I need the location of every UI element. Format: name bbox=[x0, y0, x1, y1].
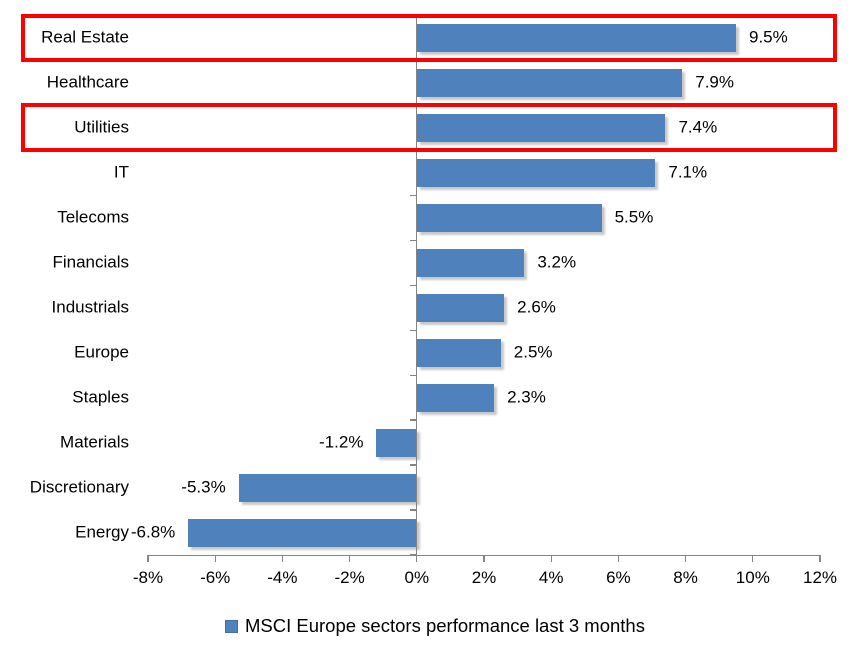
y-axis-tick bbox=[410, 374, 417, 376]
x-axis-tick bbox=[348, 555, 351, 562]
x-tick-label: 0% bbox=[404, 568, 430, 587]
bar-it bbox=[416, 158, 656, 187]
x-tick-label: -4% bbox=[267, 568, 298, 587]
bar-industrials bbox=[416, 293, 505, 322]
bar-materials bbox=[376, 428, 417, 457]
category-label: Discretionary bbox=[29, 477, 129, 497]
y-axis-tick bbox=[410, 554, 417, 556]
category-label: Europe bbox=[74, 342, 129, 362]
x-tick-label: -8% bbox=[132, 568, 164, 587]
x-tick-label: 2% bbox=[471, 568, 497, 587]
value-label: -6.8% bbox=[130, 522, 176, 542]
bar-telecoms bbox=[416, 203, 602, 232]
category-label: Energy bbox=[75, 522, 129, 542]
legend-label: MSCI Europe sectors performance last 3 m… bbox=[245, 615, 645, 636]
x-axis-tick bbox=[214, 555, 216, 562]
bar-staples bbox=[416, 383, 495, 412]
value-label: -5.3% bbox=[181, 477, 226, 497]
value-label: 9.5% bbox=[749, 27, 788, 47]
x-tick-label: 8% bbox=[673, 568, 698, 587]
legend: MSCI Europe sectors performance last 3 m… bbox=[225, 615, 645, 637]
value-label: 2.5% bbox=[513, 342, 553, 362]
x-axis-tick bbox=[147, 555, 149, 562]
x-tick-label: 4% bbox=[538, 568, 564, 587]
x-axis-line bbox=[148, 555, 822, 557]
y-axis-tick bbox=[410, 194, 417, 196]
x-tick-label: 6% bbox=[606, 568, 631, 587]
category-label: Staples bbox=[72, 387, 129, 407]
y-axis-tick bbox=[410, 284, 417, 286]
x-axis-tick bbox=[483, 555, 485, 562]
legend-swatch-icon bbox=[225, 619, 238, 633]
x-axis-tick bbox=[819, 555, 821, 562]
y-axis-tick bbox=[410, 239, 417, 241]
category-label: Utilities bbox=[74, 117, 129, 137]
x-axis-tick bbox=[684, 555, 687, 562]
value-label: 2.6% bbox=[517, 297, 556, 317]
value-label: -1.2% bbox=[319, 432, 364, 452]
bar-real-estate bbox=[416, 23, 736, 52]
x-tick-label: 12% bbox=[802, 568, 838, 587]
bar-europe bbox=[416, 338, 501, 367]
bar-discretionary bbox=[238, 473, 417, 502]
category-label: IT bbox=[113, 162, 129, 182]
x-axis-tick bbox=[617, 555, 620, 562]
highlight-box-utilities bbox=[21, 103, 837, 153]
category-label: Real Estate bbox=[41, 27, 129, 47]
value-label: 5.5% bbox=[614, 207, 654, 227]
y-axis-tick bbox=[410, 419, 417, 421]
bar-healthcare bbox=[416, 68, 683, 97]
x-axis-tick bbox=[281, 555, 284, 562]
value-label: 7.1% bbox=[668, 162, 708, 182]
x-axis-tick bbox=[752, 555, 754, 562]
bar-financials bbox=[416, 248, 525, 277]
bar-energy bbox=[188, 518, 417, 547]
highlight-box-real-estate bbox=[21, 13, 837, 63]
y-axis-tick bbox=[410, 329, 417, 331]
category-label: Industrials bbox=[51, 297, 129, 317]
x-tick-label: 10% bbox=[735, 568, 770, 587]
category-label: Healthcare bbox=[46, 72, 129, 92]
value-label: 2.3% bbox=[507, 387, 546, 407]
bar-utilities bbox=[416, 113, 666, 142]
value-label: 3.2% bbox=[537, 252, 577, 272]
category-label: Materials bbox=[60, 432, 129, 452]
x-tick-label: -6% bbox=[200, 568, 231, 587]
category-label: Telecoms bbox=[57, 207, 129, 227]
category-label: Financials bbox=[52, 252, 129, 272]
x-axis-tick bbox=[550, 555, 552, 562]
y-axis-tick bbox=[410, 464, 417, 466]
x-axis-tick bbox=[416, 555, 418, 562]
value-label: 7.4% bbox=[678, 117, 718, 137]
value-label: 7.9% bbox=[695, 72, 734, 92]
x-tick-label: -2% bbox=[334, 568, 365, 587]
y-axis-tick bbox=[410, 509, 417, 511]
